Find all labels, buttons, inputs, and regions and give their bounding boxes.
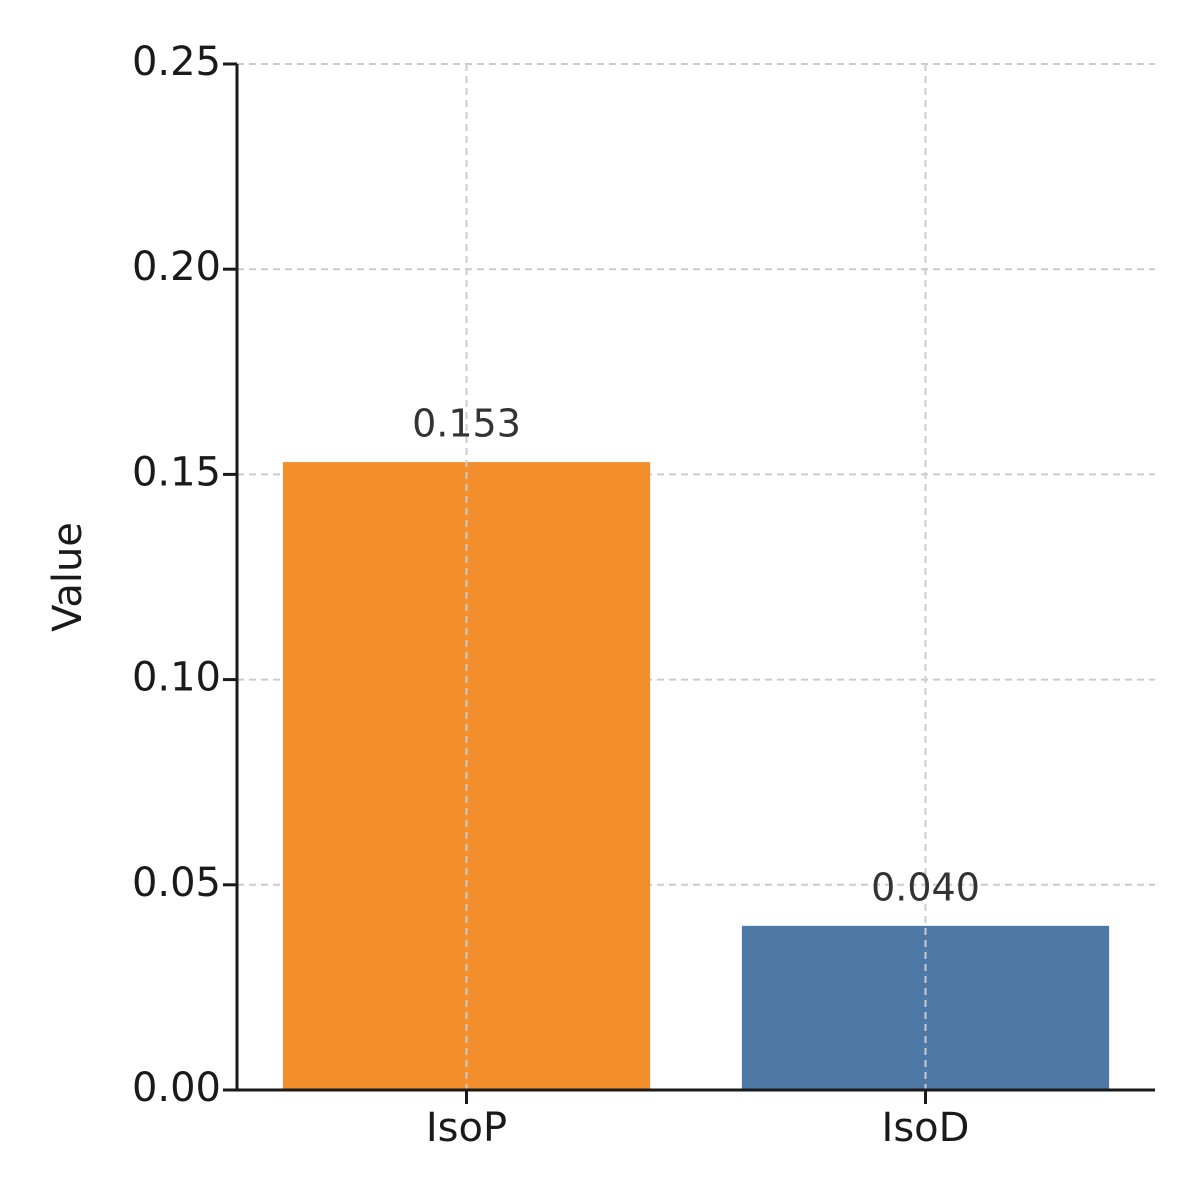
- x-tick-label: IsoD: [882, 1105, 970, 1151]
- y-tick-label: 0.20: [132, 244, 221, 290]
- x-tick-label: IsoP: [426, 1105, 507, 1151]
- y-tick-label: 0.15: [132, 449, 221, 495]
- value-label: 0.153: [412, 402, 521, 446]
- y-tick-label: 0.25: [132, 39, 221, 85]
- value-label: 0.040: [871, 865, 980, 909]
- y-tick-label: 0.00: [132, 1065, 221, 1111]
- y-tick-label: 0.10: [132, 655, 221, 701]
- y-tick-label: 0.05: [132, 860, 221, 906]
- y-axis-label: Value: [45, 522, 91, 632]
